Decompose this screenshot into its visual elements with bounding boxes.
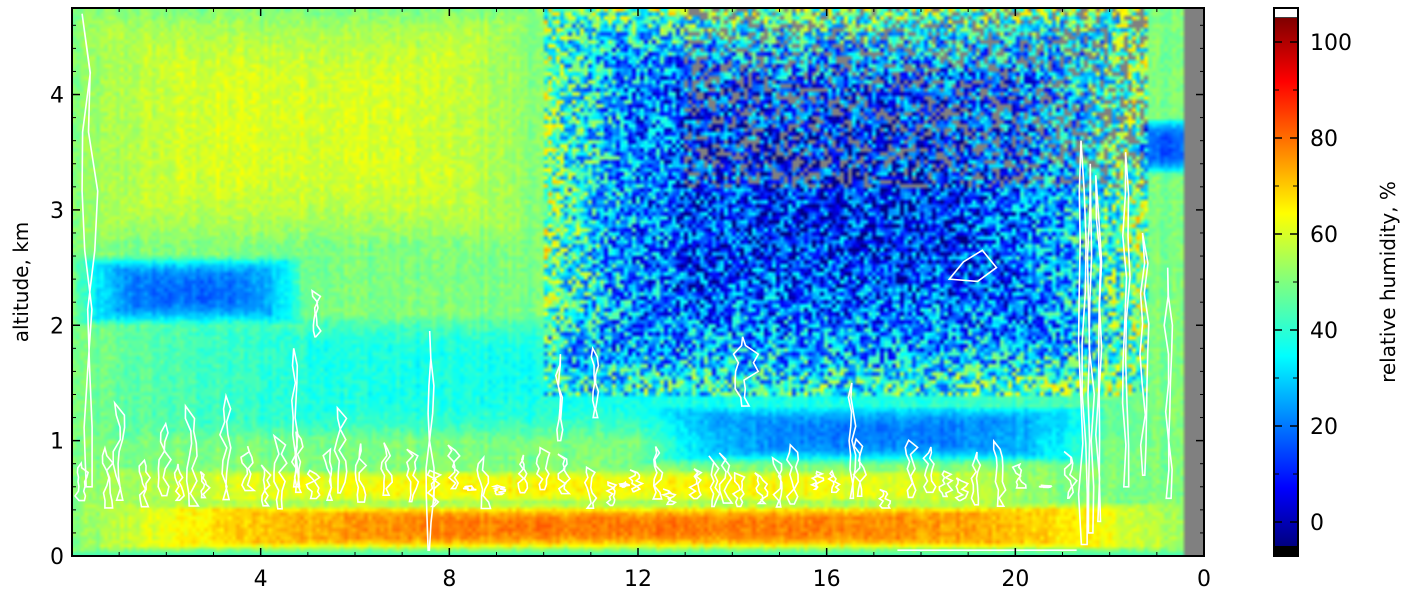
x-tick-label: 0 [1197, 567, 1211, 592]
contour-line [618, 480, 631, 488]
contour-line [785, 443, 800, 505]
contour-line [517, 454, 529, 494]
contour-line [1121, 152, 1131, 488]
colorbar-tick-label: 60 [1310, 223, 1338, 248]
contour-line [557, 453, 572, 495]
contour-line [628, 469, 645, 493]
contour-line [81, 13, 99, 488]
contour-line [732, 336, 760, 407]
contour-line [272, 433, 288, 510]
contour-line [73, 460, 90, 502]
contour-line [1077, 140, 1089, 546]
contour-line [1038, 484, 1053, 489]
contour-line [652, 446, 664, 500]
colorbar-tick-label: 40 [1310, 319, 1338, 344]
colorbar-label: relative humidity, % [1376, 181, 1400, 383]
contour-line [877, 488, 892, 509]
contour-line [173, 463, 185, 502]
contour-line [754, 472, 769, 505]
colorbar-tick-label: 0 [1310, 511, 1324, 536]
x-tick-label: 12 [624, 567, 652, 592]
x-tick-label: 4 [254, 567, 268, 592]
contour-line [1139, 232, 1150, 477]
contour-line [731, 471, 746, 508]
contour-line [305, 469, 321, 500]
y-tick-label: 2 [50, 314, 64, 339]
contour-line [947, 249, 998, 283]
contour-line [447, 444, 461, 490]
colorbar-over-color [1273, 7, 1299, 19]
contour-line [583, 465, 598, 510]
y-tick-label: 0 [50, 545, 64, 570]
x-tick-label: 20 [1001, 567, 1029, 592]
contour-line [708, 455, 721, 508]
contour-line [554, 354, 564, 442]
contour-line [1063, 450, 1078, 499]
contour-line [406, 448, 420, 503]
contour-line [847, 382, 857, 500]
contour-line [425, 330, 435, 552]
contour-line [1163, 267, 1174, 500]
humidity-heatmap [72, 8, 1204, 556]
heatmap-layer [72, 8, 1204, 556]
contour-line [380, 442, 394, 497]
contour-line [992, 438, 1007, 508]
contour-line [1086, 163, 1096, 534]
contour-lines [73, 13, 1174, 552]
contour-line [771, 456, 783, 508]
contour-line [1094, 175, 1103, 523]
contour-line [605, 481, 618, 507]
x-tick-label: 8 [442, 567, 456, 592]
contour-line [535, 446, 551, 491]
contour-line [219, 392, 232, 501]
y-tick-label: 3 [50, 199, 64, 224]
y-axis: 0 1 2 3 4 [50, 24, 1204, 570]
contour-line [184, 403, 200, 507]
contour-line [290, 348, 301, 488]
contour-line [354, 443, 368, 503]
y-tick-label: 1 [50, 430, 64, 455]
colorbar-ticks: 0 20 40 60 80 100 [1274, 31, 1352, 536]
contour-line [660, 488, 678, 506]
y-tick-label: 4 [50, 84, 64, 109]
contour-line [112, 400, 126, 502]
contour-line [199, 471, 211, 499]
contour-line [322, 447, 334, 502]
contour-line [101, 445, 114, 509]
contour-line [240, 445, 257, 492]
contour-line [490, 484, 507, 496]
contour-line [590, 345, 600, 419]
contour-line [1011, 462, 1027, 489]
contour-line [688, 468, 703, 500]
contour-line [311, 289, 322, 338]
contour-line [904, 438, 919, 499]
contour-line [970, 451, 982, 506]
contour-line [476, 454, 492, 510]
contour-line [157, 421, 172, 497]
contour-line [827, 469, 841, 494]
contour-line [718, 452, 734, 504]
y-axis-label: altitude, km [9, 222, 33, 343]
x-tick-label: 16 [813, 567, 841, 592]
contour-line [922, 446, 937, 494]
contour-line [138, 458, 152, 508]
contour-line [809, 470, 825, 491]
x-axis: 4 8 12 16 20 0 [118, 8, 1211, 592]
contour-line [954, 477, 970, 502]
colorbar-tick-label: 20 [1310, 415, 1338, 440]
colorbar-tick-label: 80 [1310, 127, 1338, 152]
contour-line [938, 470, 954, 498]
contour-line [462, 485, 477, 492]
contour-line [260, 464, 272, 507]
colorbar-under-color [1274, 546, 1298, 556]
colorbar-tick-label: 100 [1310, 31, 1352, 56]
colorbar: 0 20 40 60 80 100 relative humidity, % [1273, 7, 1400, 557]
contour-line [333, 405, 348, 494]
